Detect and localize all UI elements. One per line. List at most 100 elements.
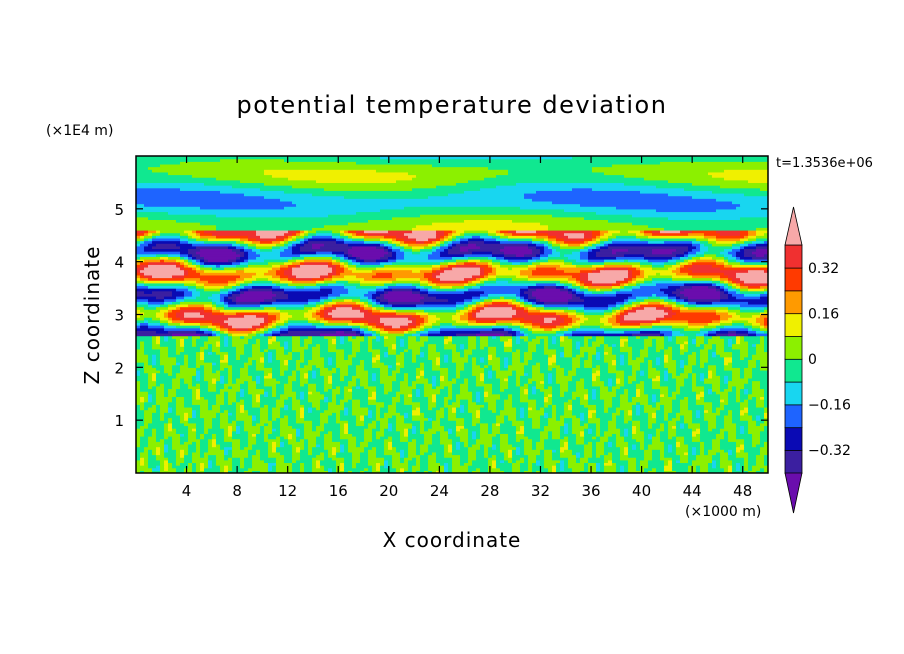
contour-cell bbox=[184, 433, 189, 437]
contour-cell bbox=[632, 404, 637, 408]
contour-cell bbox=[304, 406, 309, 411]
contour-cell bbox=[448, 340, 453, 345]
contour-cell bbox=[616, 425, 633, 429]
contour-cell bbox=[568, 446, 585, 450]
contour-cell bbox=[148, 399, 153, 403]
contour-cell bbox=[552, 406, 557, 411]
contour-cell bbox=[292, 436, 297, 440]
contour-cell bbox=[336, 420, 349, 424]
contour-cell bbox=[668, 425, 673, 429]
contour-cell bbox=[280, 438, 289, 442]
contour-cell bbox=[752, 436, 761, 440]
contour-cell bbox=[392, 459, 401, 464]
contour-cell bbox=[664, 425, 669, 429]
contour-cell bbox=[620, 412, 625, 416]
contour-cell bbox=[616, 393, 621, 397]
contour-cell bbox=[352, 465, 357, 469]
contour-cell bbox=[500, 443, 513, 448]
contour-cell bbox=[344, 449, 349, 453]
contour-cell bbox=[276, 306, 305, 310]
contour-cell bbox=[380, 317, 409, 321]
contour-cell bbox=[308, 369, 313, 374]
contour-cell bbox=[160, 335, 165, 339]
contour-cell bbox=[624, 309, 629, 313]
contour-cell bbox=[428, 311, 457, 316]
contour-cell bbox=[468, 430, 473, 434]
contour-cell bbox=[760, 446, 768, 450]
contour-cell bbox=[432, 364, 441, 368]
contour-cell bbox=[136, 470, 141, 473]
contour-cell bbox=[648, 417, 657, 421]
contour-cell bbox=[456, 433, 469, 437]
contour-cell bbox=[448, 430, 453, 434]
contour-cell bbox=[748, 362, 757, 366]
contour-cell bbox=[744, 391, 749, 395]
contour-cell bbox=[144, 399, 149, 403]
contour-cell bbox=[632, 356, 637, 361]
contour-cell bbox=[412, 457, 417, 461]
contour-cell bbox=[716, 309, 729, 313]
contour-cell bbox=[600, 319, 609, 324]
contour-cell bbox=[164, 314, 169, 318]
contour-cell bbox=[324, 425, 341, 429]
contour-cell bbox=[628, 449, 645, 453]
contour-cell bbox=[612, 451, 621, 456]
contour-cell bbox=[544, 338, 549, 342]
contour-cell bbox=[740, 335, 745, 339]
contour-cell bbox=[544, 396, 549, 400]
contour-cell bbox=[396, 393, 401, 397]
contour-cell bbox=[184, 449, 189, 453]
contour-cell bbox=[200, 372, 205, 376]
contour-cell bbox=[316, 436, 325, 440]
contour-cell bbox=[468, 454, 477, 458]
contour-cell bbox=[588, 462, 597, 466]
contour-cell bbox=[208, 325, 217, 329]
contour-cell bbox=[352, 319, 369, 324]
contour-cell bbox=[552, 385, 561, 390]
contour-cell bbox=[212, 465, 221, 469]
contour-cell bbox=[624, 412, 629, 416]
contour-cell bbox=[476, 438, 493, 442]
contour-cell bbox=[208, 351, 213, 355]
contour-cell bbox=[640, 459, 649, 464]
contour-cell bbox=[264, 369, 273, 374]
contour-cell bbox=[432, 420, 441, 424]
contour-cell bbox=[640, 443, 645, 448]
contour-cell bbox=[272, 356, 277, 361]
contour-cell bbox=[616, 319, 621, 324]
contour-cell bbox=[456, 441, 461, 445]
contour-cell bbox=[280, 433, 289, 437]
contour-cell bbox=[616, 314, 621, 318]
contour-cell bbox=[220, 330, 225, 334]
contour-cell bbox=[244, 335, 253, 339]
contour-cell bbox=[452, 317, 461, 321]
contour-cell bbox=[440, 330, 481, 334]
contour-cell bbox=[168, 422, 173, 427]
contour-cell bbox=[624, 311, 629, 316]
time-label: t=1.3536e+06 bbox=[776, 156, 873, 171]
contour-cell bbox=[160, 465, 165, 469]
contour-cell bbox=[732, 417, 741, 421]
contour-cell bbox=[596, 462, 601, 466]
contour-cell bbox=[552, 436, 561, 440]
contour-cell bbox=[240, 428, 245, 432]
contour-cell bbox=[528, 388, 533, 392]
contour-cell bbox=[196, 433, 201, 437]
contour-cell bbox=[596, 422, 601, 427]
contour-cell bbox=[572, 348, 581, 353]
contour-cell bbox=[456, 412, 473, 416]
contour-cell bbox=[600, 354, 605, 358]
contour-cell bbox=[496, 446, 501, 450]
contour-cell bbox=[560, 314, 569, 318]
contour-cell bbox=[352, 335, 357, 339]
contour-cell bbox=[536, 362, 541, 366]
contour-cell bbox=[292, 401, 301, 405]
contour-cell bbox=[424, 354, 429, 358]
contour-cell bbox=[396, 351, 401, 355]
contour-cell bbox=[348, 356, 353, 361]
contour-cell bbox=[344, 377, 353, 382]
contour-cell bbox=[456, 399, 461, 403]
contour-cell bbox=[616, 436, 625, 440]
contour-cell bbox=[176, 356, 185, 361]
contour-cell bbox=[204, 470, 221, 473]
